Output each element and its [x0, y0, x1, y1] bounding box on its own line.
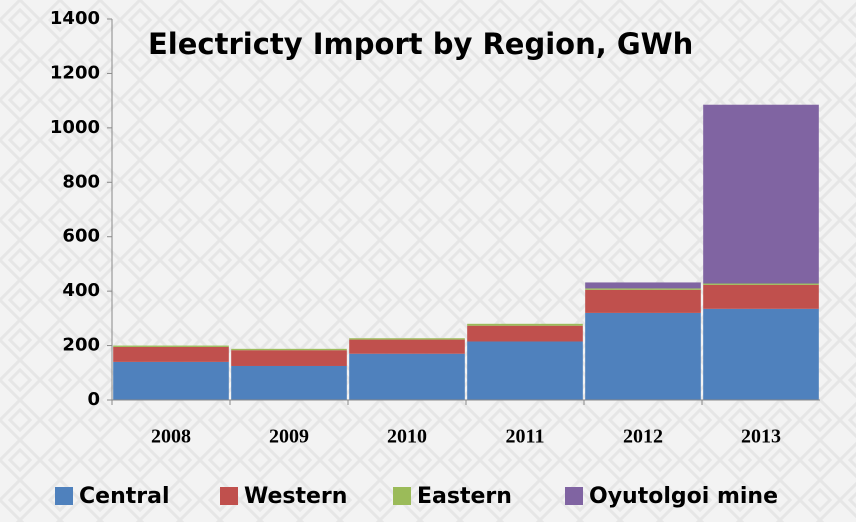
y-tick-label: 0 [87, 389, 100, 410]
y-tick-label: 200 [62, 335, 100, 356]
bar-segment [585, 288, 701, 290]
bar-segment [349, 339, 465, 354]
bar-segment [585, 312, 701, 400]
legend-label: Western [244, 484, 347, 509]
bar-segment [113, 346, 229, 362]
bar-segment [467, 323, 583, 326]
bar-segment [585, 282, 701, 289]
bar-segment [231, 348, 347, 351]
legend-swatch [393, 487, 411, 505]
bar-segment [349, 353, 465, 400]
bar-segment [703, 308, 819, 400]
x-tick-label: 2009 [269, 426, 309, 448]
bar-segment [349, 338, 465, 340]
bar-segment [703, 284, 819, 309]
y-tick-label: 800 [62, 171, 100, 192]
legend-swatch [220, 487, 238, 505]
y-tick-label: 1400 [50, 8, 100, 29]
bar-segment [703, 104, 819, 284]
x-tick-label: 2011 [506, 426, 545, 448]
legend-label: Central [79, 484, 169, 509]
x-tick-label: 2008 [151, 426, 191, 448]
x-tick-label: 2012 [623, 426, 663, 448]
legend-swatch [55, 487, 73, 505]
bar-segment [231, 350, 347, 366]
bar-segment [113, 345, 229, 347]
bar-segment [585, 289, 701, 313]
bar-segment [113, 361, 229, 400]
legend-swatch [565, 487, 583, 505]
x-tick-label: 2010 [387, 426, 427, 448]
legend-label: Eastern [417, 484, 512, 509]
y-tick-label: 600 [62, 226, 100, 247]
legend-label: Oyutolgoi mine [589, 484, 778, 509]
y-tick-label: 1000 [50, 117, 100, 138]
bar-segment [467, 325, 583, 342]
bar-segment [467, 341, 583, 400]
bar-segment [231, 365, 347, 400]
bar-segment [703, 283, 819, 285]
y-tick-label: 400 [62, 280, 100, 301]
y-tick-label: 1200 [50, 62, 100, 83]
chart-title: Electricty Import by Region, GWh [148, 27, 693, 61]
x-tick-label: 2013 [741, 426, 781, 448]
